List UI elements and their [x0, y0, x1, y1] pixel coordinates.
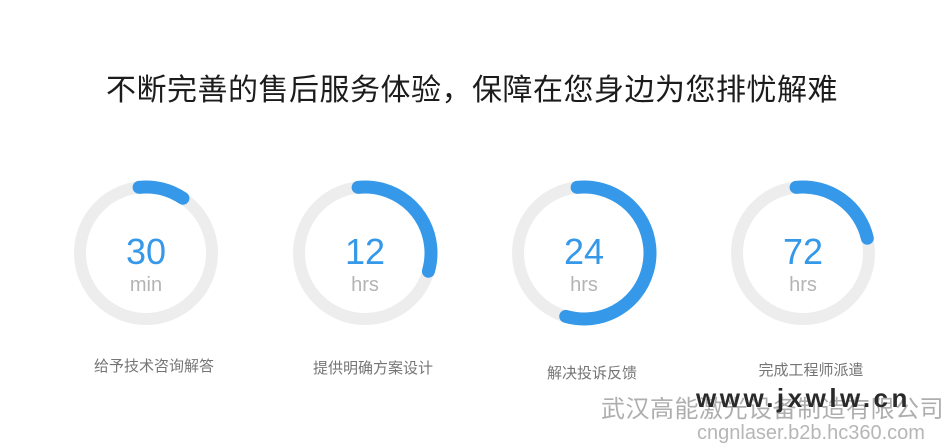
metrics-row: 30 min 给予技术咨询解答 12 hrs 提供明确方案设计	[0, 178, 944, 408]
metric-caption: 提供明确方案设计	[312, 360, 433, 377]
ring-chart	[511, 180, 657, 326]
metric-caption: 完成工程师派遣	[758, 362, 864, 379]
section-title: 不断完善的售后服务体验，保障在您身边为您排忧解难	[106, 74, 838, 107]
progress-ring: 72 hrs	[728, 178, 878, 328]
ring-chart	[292, 180, 438, 326]
ring-arc	[292, 180, 438, 326]
ring-track	[74, 181, 218, 325]
progress-ring: 30 min	[71, 178, 221, 328]
progress-ring: 24 hrs	[509, 178, 659, 328]
watermark-site-url: www.jxwlw.cn	[696, 383, 911, 413]
progress-ring: 12 hrs	[290, 178, 440, 328]
metric-caption: 解决投诉反馈	[546, 365, 637, 382]
ring-chart	[73, 180, 219, 326]
ring-chart	[730, 180, 876, 326]
ring-arc	[730, 180, 876, 326]
metric-item-response-time: 30 min 给予技术咨询解答	[36, 178, 256, 408]
metric-item-engineer-dispatch: 72 hrs 完成工程师派遣	[693, 178, 913, 408]
ring-arc	[73, 180, 219, 326]
ring-arc	[511, 180, 657, 326]
watermark-b2b-url: cngnlaser.b2b.hc360.com	[697, 422, 925, 444]
metric-caption: 给予技术咨询解答	[93, 358, 214, 375]
metric-item-complaint-feedback: 24 hrs 解决投诉反馈	[474, 178, 694, 408]
metric-item-solution-design: 12 hrs 提供明确方案设计	[255, 178, 475, 408]
watermark-company-name: 武汉高能激光设备制造有限公司	[601, 396, 944, 423]
